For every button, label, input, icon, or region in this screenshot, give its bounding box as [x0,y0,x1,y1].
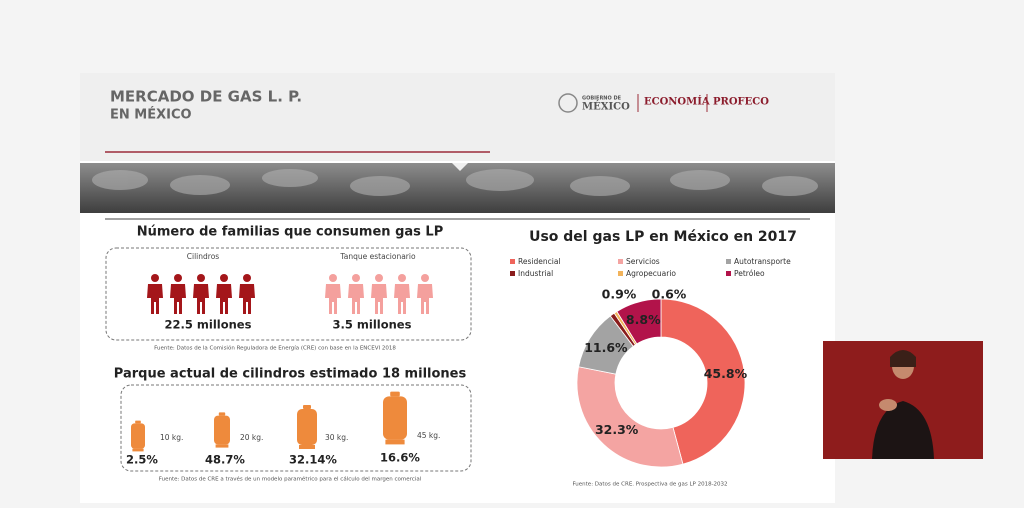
donut-chart: Residencial Servicios Autotransporte Indust… [510,257,791,468]
section-title: Número de familias que consumen gas LP [137,225,443,240]
cylinder-size: 20 kg. [240,433,263,442]
cylinder-size: 10 kg. [160,433,183,442]
notch [452,163,468,171]
group-value: 3.5 millones [333,318,412,332]
data-label: 11.6% [584,340,628,355]
source: Fuente: Datos de CRE. Prospectiva de gas… [572,482,727,488]
legend-swatch [618,259,623,264]
legend-swatch [726,271,731,276]
source: Fuente: Datos de la Comisión Reguladora … [154,345,396,352]
logo-text: PROFECO [713,97,769,108]
group-label: Tanque estacionario [339,252,416,261]
legend-label: Industrial [518,269,553,278]
group-label: Cilindros [187,252,220,261]
legend-label: Petróleo [734,269,765,278]
interpreter [872,350,934,459]
cylinder-size: 45 kg. [417,431,440,440]
legend-label: Autotransporte [734,257,791,266]
donut-slice [660,298,746,465]
data-label: 8.8% [626,312,661,327]
legend-label: Servicios [626,257,660,266]
legend-swatch [618,271,623,276]
legend-label: Residencial [518,257,561,266]
legend-label: Agropecuario [626,269,676,278]
seal [558,93,578,113]
subtitle: EN MÉXICO [110,107,192,123]
cylinder-photo [92,169,818,196]
chart-title: Uso del gas LP en México en 2017 [529,229,797,245]
donut-slice [616,298,662,345]
cylinder-share: 32.14% [289,453,337,467]
cylinder-size: 30 kg. [325,433,348,442]
logo-text: GOBIERNO DE [582,96,622,102]
legend-swatch [510,271,515,276]
cylinder-share: 2.5% [126,453,158,467]
logo-text: MÉXICO [582,101,630,113]
data-label: 45.8% [704,366,748,381]
donut-slice [576,366,684,468]
data-label: 0.6% [652,287,687,302]
legend-swatch [510,259,515,264]
section-title: Parque actual de cilindros estimado 18 m… [114,367,467,382]
cylinder-share: 48.7% [205,453,245,467]
title: MERCADO DE GAS L. P. [110,88,302,106]
dashed-box [120,384,472,472]
logo-text: ECONOMÍA [644,96,710,108]
data-label: 32.3% [595,422,639,437]
data-label: 0.9% [602,287,637,302]
header-band [80,73,835,161]
legend-swatch [726,259,731,264]
cylinder-share: 16.6% [380,451,420,465]
dashed-box [105,247,472,341]
source: Fuente: Datos de CRE a través de un mode… [159,476,422,483]
group-value: 22.5 millones [165,318,252,332]
